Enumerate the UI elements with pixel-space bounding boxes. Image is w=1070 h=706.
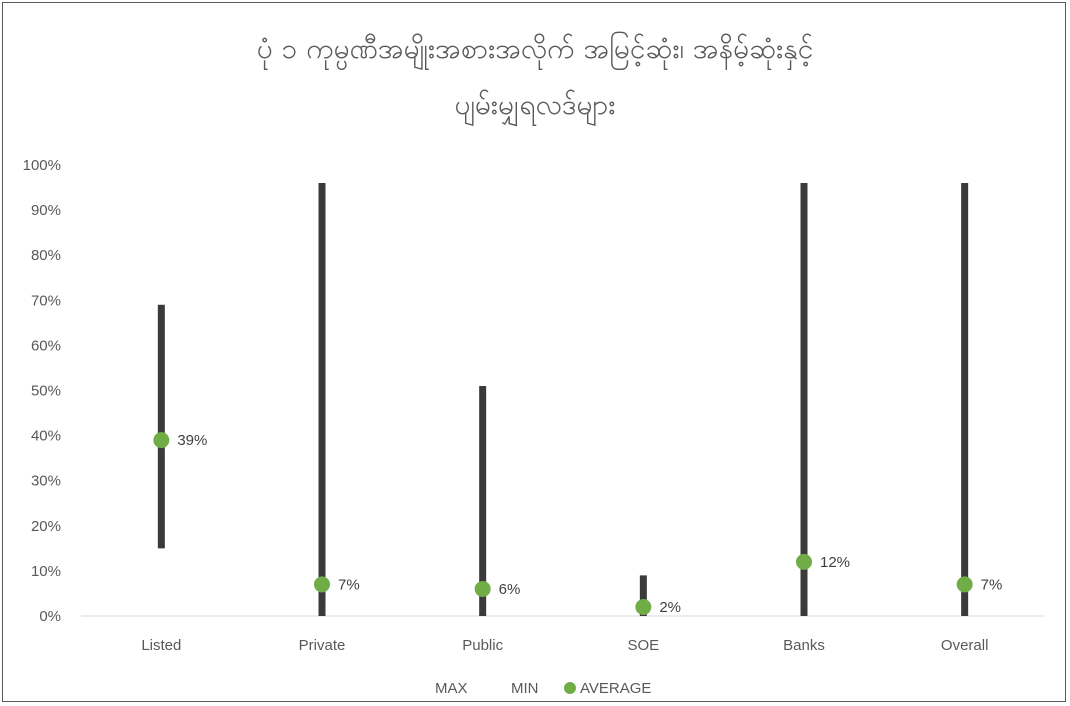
average-data-label: 12% (820, 554, 850, 571)
average-data-label: 7% (338, 576, 360, 593)
chart-title: ပုံ ၁ ကုမ္ပဏီအမျိုးအစားအလိုက် အမြင့်ဆုံး… (3, 21, 1067, 133)
average-data-label: 6% (499, 581, 521, 598)
average-point (796, 553, 812, 570)
chart-title-line-2: ပျမ်းမျှရလဒ်များ (454, 88, 616, 121)
legend-average-marker (564, 682, 576, 694)
x-tick-label: Listed (141, 637, 181, 654)
y-tick-label: 90% (31, 202, 61, 219)
x-tick-label: Private (299, 637, 346, 654)
average-data-label: 2% (659, 599, 681, 616)
average-point (474, 580, 491, 597)
average-data-label: 7% (981, 576, 1003, 593)
average-point (314, 576, 330, 593)
legend-min-label: MIN (511, 680, 539, 697)
x-tick-label: Public (462, 637, 503, 654)
chart-plot: 0% 10% 20% 30% 40% 50% 60% 70% 80% 90% 100% Listed P… (23, 157, 1045, 697)
x-tick-label: Banks (783, 637, 825, 654)
y-tick-label: 50% (31, 383, 61, 400)
x-tick-label: Overall (941, 637, 989, 654)
legend-average-label: AVERAGE (580, 680, 651, 697)
y-tick-label: 10% (31, 563, 61, 580)
average-point (635, 598, 652, 615)
y-tick-label: 20% (31, 518, 61, 535)
y-tick-label: 30% (31, 473, 61, 490)
chart-title-line-1: ပုံ ၁ ကုမ္ပဏီအမျိုးအစားအလိုက် အမြင့်ဆုံး… (256, 32, 814, 65)
average-point (153, 432, 170, 449)
y-tick-label: 100% (23, 157, 61, 174)
average-point (956, 576, 973, 593)
y-tick-label: 80% (31, 247, 61, 264)
average-data-label: 39% (177, 432, 207, 449)
legend-max-label: MAX (435, 680, 468, 697)
y-tick-label: 70% (31, 292, 61, 309)
y-tick-label: 40% (31, 428, 61, 445)
y-tick-label: 60% (31, 337, 61, 354)
y-tick-label: 0% (39, 608, 61, 625)
x-tick-label: SOE (627, 637, 659, 654)
